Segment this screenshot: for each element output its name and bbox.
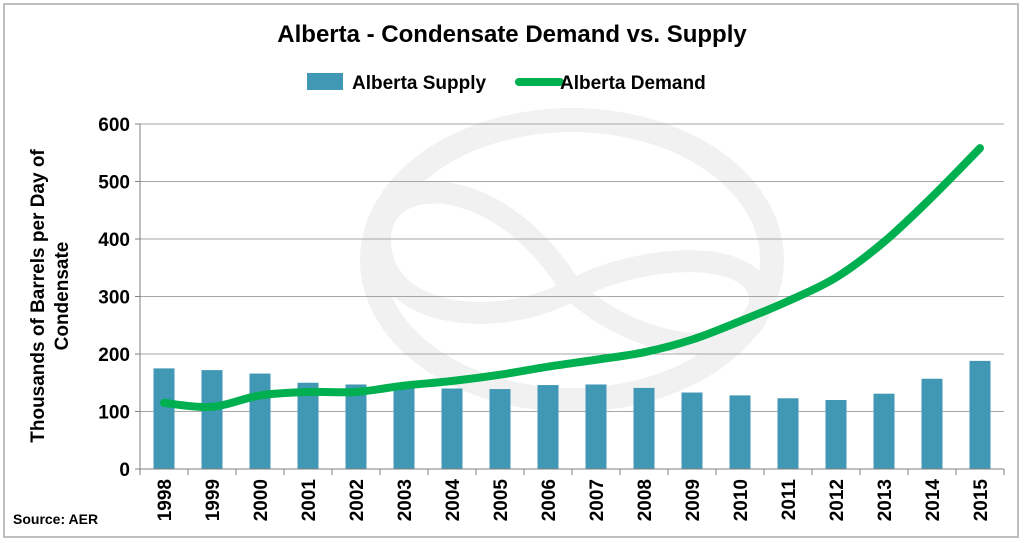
bar-supply-2002 <box>345 384 367 469</box>
bar-supply-2012 <box>825 400 847 469</box>
watermark-ring <box>360 108 784 412</box>
x-tick-label: 2013 <box>875 479 896 521</box>
bar-supply-2005 <box>489 389 511 469</box>
supply-bars <box>153 360 991 469</box>
y-axis-label-line-1: Thousands of Barrels per Day of <box>28 149 49 443</box>
x-tick-label: 2010 <box>731 479 752 521</box>
bar-supply-2003 <box>393 386 415 469</box>
bar-supply-2008 <box>633 387 655 469</box>
legend-swatch-supply <box>307 73 343 90</box>
x-tick-label: 2007 <box>587 479 608 521</box>
bar-supply-2009 <box>681 392 703 469</box>
legend-label-demand: Alberta Demand <box>560 73 706 94</box>
bar-supply-2006 <box>537 385 559 469</box>
x-tick-label: 2014 <box>923 479 944 522</box>
bar-supply-1999 <box>201 370 223 469</box>
bar-supply-2014 <box>921 378 943 469</box>
x-tick-label: 2004 <box>443 479 464 522</box>
x-tick-label: 2006 <box>539 479 560 521</box>
bar-supply-2010 <box>729 395 751 469</box>
bar-supply-2000 <box>249 373 271 469</box>
bar-supply-2001 <box>297 382 319 469</box>
y-tick-label: 300 <box>98 288 130 309</box>
bar-supply-2013 <box>873 393 895 469</box>
y-tick-label: 500 <box>98 173 130 194</box>
bar-supply-2007 <box>585 384 607 469</box>
y-tick-label: 200 <box>98 345 130 366</box>
x-tick-label: 2002 <box>347 479 368 521</box>
watermark-logo <box>360 108 784 412</box>
bar-supply-2004 <box>441 388 463 469</box>
y-tick-label: 400 <box>98 230 130 251</box>
x-tick-label: 2011 <box>779 479 800 521</box>
series-line-demand <box>160 144 984 412</box>
watermark-loop <box>368 181 772 355</box>
x-tick-labels: 1998 1999 2000 2001 2002 2003 2004 2005 2006 2007… <box>155 479 992 522</box>
y-tick-labels: 0 100 200 300 400 500 600 <box>98 115 130 481</box>
y-tick-label: 100 <box>98 403 130 424</box>
x-tick-label: 2012 <box>827 479 848 521</box>
y-tick-label: 600 <box>98 115 130 136</box>
bar-supply-2015 <box>969 360 991 469</box>
x-tick-label: 2009 <box>683 479 704 521</box>
chart-title: Alberta - Condensate Demand vs. Supply <box>277 21 747 48</box>
axes <box>135 123 1005 475</box>
legend: Alberta Supply Alberta Demand <box>307 73 706 94</box>
x-tick-label: 2005 <box>491 479 512 522</box>
y-tick-label: 0 <box>119 460 130 481</box>
x-tick-label: 2000 <box>251 479 272 521</box>
x-tick-label: 1999 <box>203 479 224 521</box>
bar-supply-2011 <box>777 398 799 469</box>
gridlines <box>140 123 1004 412</box>
x-tick-label: 2008 <box>635 479 656 521</box>
legend-label-supply: Alberta Supply <box>352 73 487 94</box>
x-tick-label: 2003 <box>395 479 416 521</box>
x-tick-label: 2001 <box>299 479 320 522</box>
x-tick-label: 2015 <box>971 479 992 522</box>
bar-supply-1998 <box>153 368 175 469</box>
demand-line <box>160 144 984 412</box>
source-note: Source: AER <box>13 511 98 527</box>
x-tick-label: 1998 <box>155 479 176 521</box>
y-axis-label-line-2: Condensate <box>52 242 73 351</box>
